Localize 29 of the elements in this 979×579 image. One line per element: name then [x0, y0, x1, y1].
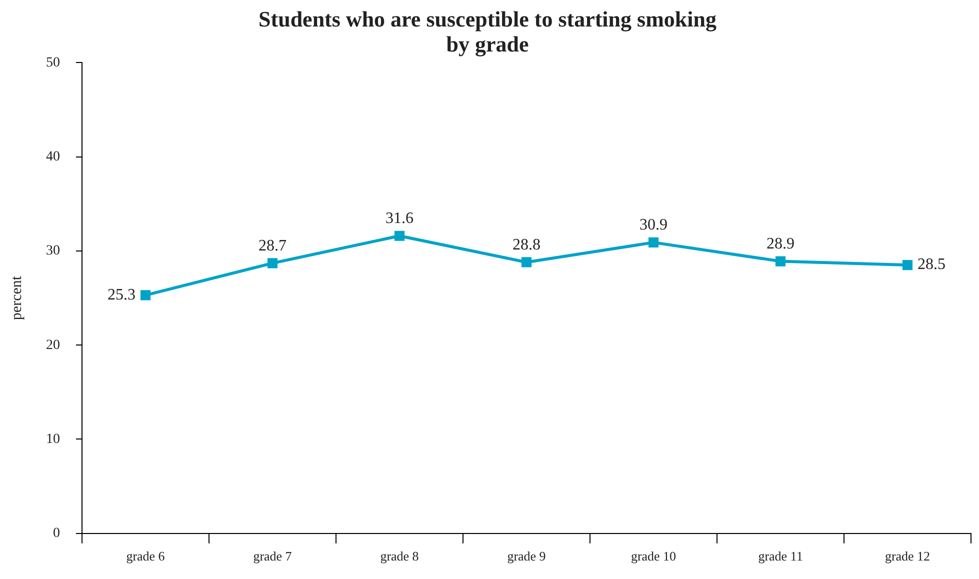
data-label: 28.7: [258, 237, 286, 254]
point: [267, 258, 278, 268]
x-tick-label: grade 11: [758, 548, 803, 564]
data-label: 25.3: [108, 286, 136, 304]
x-tick-label: grade 6: [126, 548, 166, 564]
x-tick-label: grade 9: [507, 548, 546, 564]
y-tick-label: 30: [46, 244, 60, 259]
data-label: 28.9: [766, 235, 794, 252]
x-tick-label: grade 7: [253, 548, 292, 564]
y-tick-label: 50: [46, 55, 60, 70]
point: [140, 290, 151, 300]
y-tick-label: 10: [46, 432, 60, 447]
y-tick-label: 40: [46, 149, 60, 164]
point: [521, 257, 532, 268]
x-tick-label: grade 10: [630, 548, 676, 564]
data-label: 28.8: [512, 236, 540, 254]
y-tick-label: 20: [46, 338, 60, 353]
point: [394, 230, 405, 241]
chart-title: Students who are susceptible to starting smoking by grade: [258, 6, 716, 57]
point: [775, 256, 786, 266]
data-label: 31.6: [386, 210, 414, 228]
x-tick-label: grade 8: [380, 548, 419, 564]
point: [902, 260, 913, 270]
y-axis-title: percent: [8, 275, 25, 320]
y-tick-label: 0: [53, 526, 60, 542]
data-label: 28.5: [918, 256, 946, 274]
x-tick-label: grade 12: [884, 548, 930, 564]
data-label: 30.9: [640, 216, 668, 234]
point: [648, 237, 659, 248]
